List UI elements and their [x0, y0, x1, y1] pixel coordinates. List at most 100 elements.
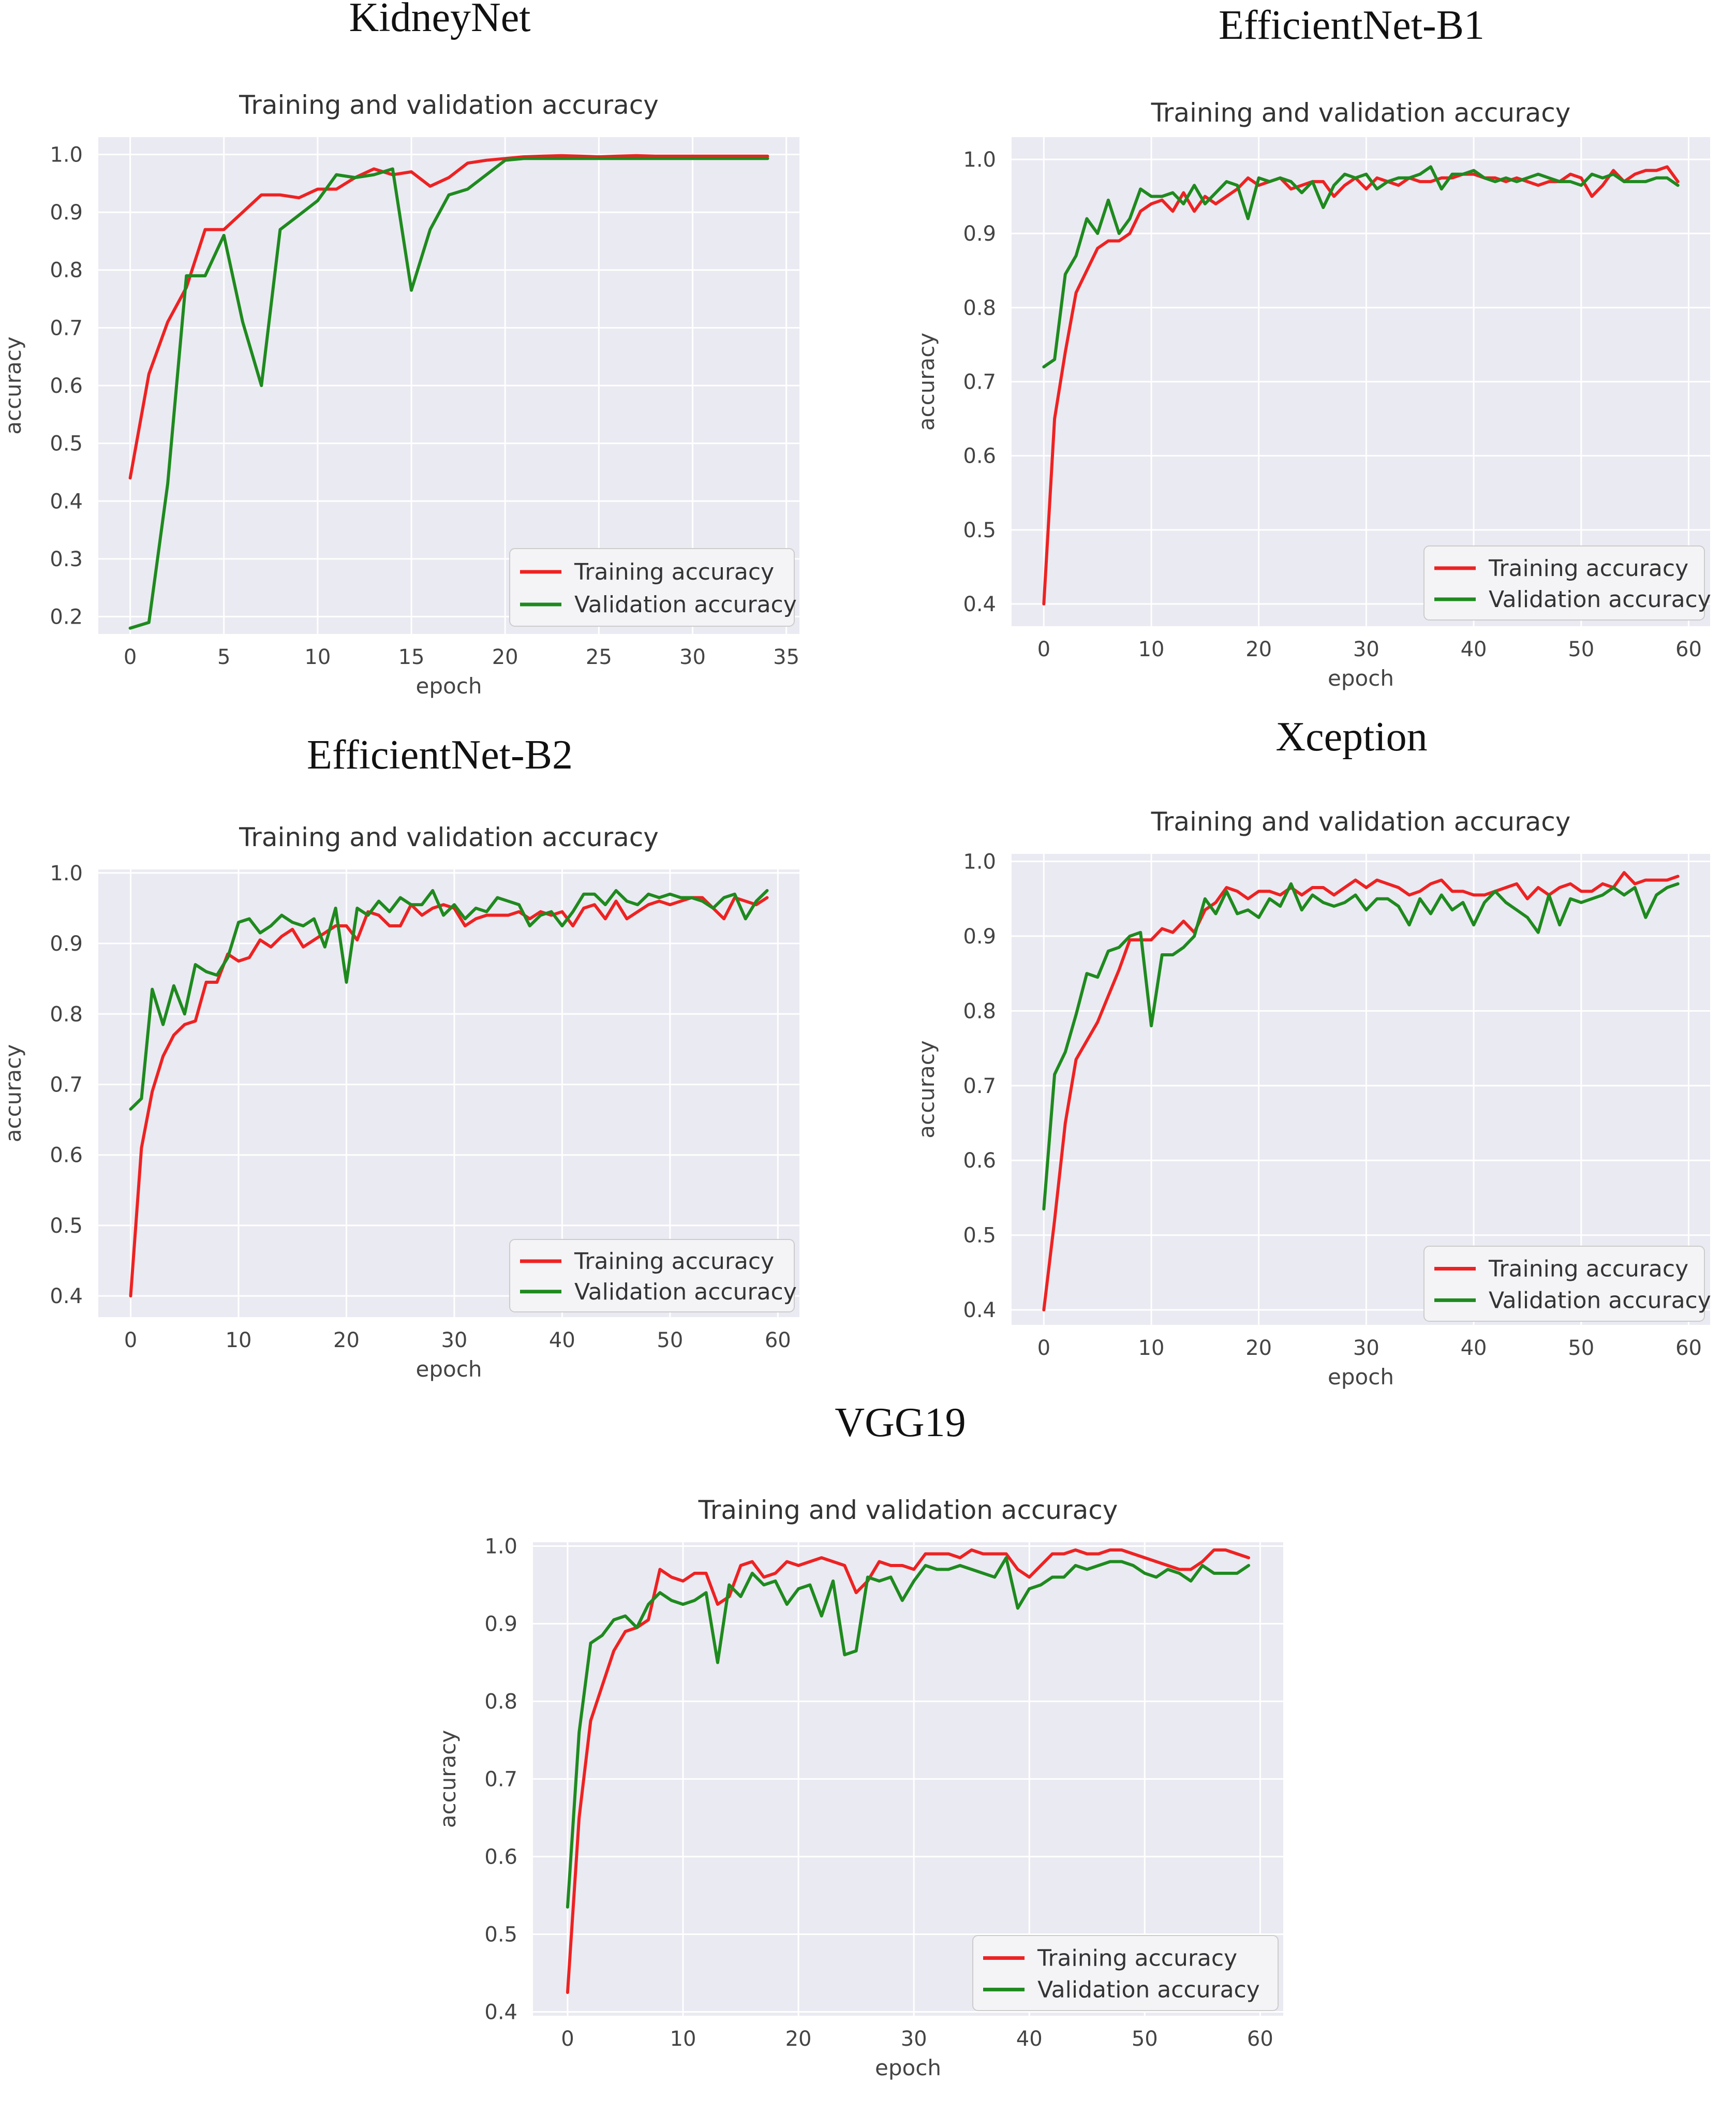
model-name: KidneyNet: [349, 0, 530, 40]
x-tick-label: 10: [1138, 638, 1165, 661]
x-tick-label: 50: [657, 1328, 683, 1352]
x-tick-label: 20: [333, 1328, 360, 1352]
x-tick-label: 20: [1245, 638, 1272, 661]
y-tick-label: 0.4: [50, 1284, 83, 1308]
y-axis-label: accuracy: [914, 1040, 939, 1139]
y-tick-label: 0.3: [50, 548, 83, 571]
y-tick-label: 0.9: [50, 932, 83, 956]
y-tick-label: 0.5: [484, 1923, 517, 1947]
y-tick-label: 0.8: [963, 999, 996, 1023]
x-tick-label: 30: [1353, 1336, 1379, 1360]
legend-box: [509, 1239, 795, 1312]
legend-label-training: Training accuracy: [574, 559, 774, 585]
training-accuracy-line: [128, 154, 769, 480]
y-tick-label: 0.9: [963, 222, 996, 246]
y-axis-label: accuracy: [914, 333, 939, 431]
x-axis-label: epoch: [875, 2055, 941, 2080]
legend: Training accuracy Validation accuracy: [972, 1935, 1279, 2011]
validation-accuracy-line: [566, 1556, 1251, 1909]
training-accuracy-line: [129, 896, 769, 1298]
y-tick-label: 0.8: [50, 1002, 83, 1026]
model-name: EfficientNet-B1: [1219, 3, 1485, 48]
y-tick-label: 0.7: [50, 1073, 83, 1097]
x-tick-label: 50: [1568, 638, 1594, 661]
legend-label-validation: Validation accuracy: [574, 1279, 797, 1305]
x-tick-label: 30: [441, 1328, 467, 1352]
y-tick-label: 1.0: [50, 862, 83, 885]
legend: Training accuracy Validation accuracy: [509, 1239, 797, 1312]
y-tick-label: 1.0: [484, 1535, 517, 1559]
x-tick-label: 30: [901, 2027, 927, 2051]
y-axis-label: accuracy: [435, 1730, 461, 1828]
legend-label-validation: Validation accuracy: [1489, 586, 1711, 613]
chart-panel-0: KidneyNet Training and validation accurac…: [1, 0, 799, 699]
y-tick-label: 0.6: [963, 445, 996, 468]
validation-accuracy-line: [1042, 165, 1680, 368]
y-tick-label: 0.6: [484, 1845, 517, 1869]
x-tick-label: 40: [549, 1328, 575, 1352]
y-tick-label: 0.7: [484, 1768, 517, 1792]
x-tick-label: 30: [679, 645, 706, 669]
y-tick-label: 0.7: [963, 1074, 996, 1098]
x-axis-label: epoch: [416, 673, 482, 699]
x-tick-label: 35: [773, 645, 799, 669]
model-name: EfficientNet-B2: [307, 732, 573, 778]
y-tick-label: 0.7: [50, 316, 83, 340]
y-tick-label: 1.0: [50, 143, 83, 167]
chart-title: Training and validation accuracy: [239, 90, 659, 120]
legend-label-validation: Validation accuracy: [1489, 1287, 1711, 1313]
x-axis-label: epoch: [416, 1356, 482, 1382]
legend-label-training: Training accuracy: [1488, 555, 1688, 582]
legend-label-training: Training accuracy: [574, 1248, 774, 1275]
x-tick-label: 10: [1138, 1336, 1165, 1360]
chart-panel-2: EfficientNet-B2 Training and validation a…: [1, 732, 799, 1382]
x-tick-label: 0: [124, 1328, 137, 1352]
legend: Training accuracy Validation accuracy: [509, 548, 797, 627]
x-tick-label: 60: [765, 1328, 791, 1352]
y-axis-label: accuracy: [1, 336, 26, 435]
x-tick-label: 0: [124, 645, 137, 669]
y-tick-label: 0.4: [484, 2001, 517, 2025]
y-tick-label: 0.4: [963, 593, 996, 616]
y-tick-label: 0.9: [50, 201, 83, 225]
legend-label-validation: Validation accuracy: [574, 592, 797, 618]
y-axis-label: accuracy: [1, 1044, 26, 1143]
chart-panel-3: Xception Training and validation accuracy…: [914, 714, 1711, 1390]
x-tick-label: 10: [304, 645, 331, 669]
x-axis-label: epoch: [1328, 666, 1394, 691]
y-tick-label: 0.5: [50, 1214, 83, 1238]
x-tick-label: 60: [1675, 1336, 1702, 1360]
legend-label-validation: Validation accuracy: [1037, 1976, 1260, 2003]
x-tick-label: 60: [1247, 2027, 1273, 2051]
legend-box: [509, 548, 795, 627]
x-tick-label: 20: [785, 2027, 812, 2051]
x-tick-label: 0: [561, 2027, 574, 2051]
chart-title: Training and validation accuracy: [1151, 807, 1571, 837]
x-tick-label: 30: [1353, 638, 1379, 661]
x-tick-label: 20: [1245, 1336, 1272, 1360]
model-name: VGG19: [835, 1400, 966, 1445]
y-tick-label: 0.6: [50, 374, 83, 398]
x-tick-label: 10: [670, 2027, 696, 2051]
x-tick-label: 40: [1461, 1336, 1487, 1360]
x-tick-label: 10: [226, 1328, 252, 1352]
validation-accuracy-line: [129, 889, 769, 1111]
validation-accuracy-line: [1042, 882, 1680, 1211]
x-tick-label: 15: [398, 645, 425, 669]
y-tick-label: 1.0: [963, 850, 996, 874]
y-tick-label: 0.4: [963, 1298, 996, 1322]
y-tick-label: 0.6: [963, 1149, 996, 1173]
x-tick-label: 5: [217, 645, 230, 669]
y-tick-label: 1.0: [963, 148, 996, 172]
x-tick-label: 40: [1016, 2027, 1043, 2051]
training-accuracy-line: [566, 1548, 1251, 1994]
chart-panel-4: VGG19 Training and validation accuracy 0 10…: [435, 1400, 1283, 2080]
validation-accuracy-line: [128, 157, 769, 630]
legend-box: [1423, 1246, 1705, 1322]
x-tick-label: 40: [1461, 638, 1487, 661]
legend: Training accuracy Validation accuracy: [1423, 1246, 1711, 1322]
training-accuracy-line: [1042, 165, 1680, 605]
training-accuracy-line: [1042, 871, 1680, 1312]
legend-box: [1423, 545, 1705, 621]
y-tick-label: 0.8: [50, 259, 83, 283]
